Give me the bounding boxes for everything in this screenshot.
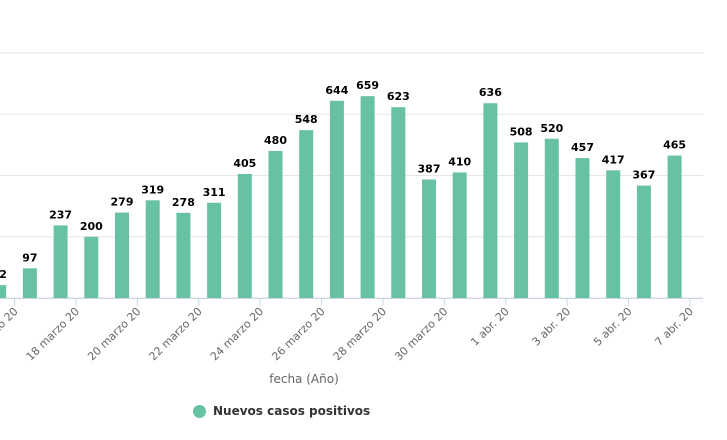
- bar-20-marzo-20[interactable]: [115, 212, 129, 298]
- x-tick-label: 1 abr. 20: [468, 305, 512, 349]
- x-tick-label: 22 marzo 20: [147, 305, 205, 363]
- x-tick-label: 20 marzo 20: [85, 305, 143, 363]
- legend-swatch-icon: [193, 404, 206, 418]
- bar-21-marzo-20[interactable]: [145, 200, 160, 298]
- data-label: 520: [540, 122, 563, 135]
- data-label: 97: [22, 251, 37, 264]
- data-label: 410: [448, 155, 471, 168]
- data-label: 367: [632, 169, 655, 182]
- x-tick-label: 5 abr. 20: [591, 305, 635, 349]
- x-tick-label: 16 marzo 20: [0, 305, 21, 363]
- bar-23-marzo-20[interactable]: [207, 202, 222, 298]
- data-label: 508: [510, 125, 533, 138]
- x-tick-label: 24 marzo 20: [208, 305, 266, 363]
- bar-22-marzo-20[interactable]: [176, 212, 191, 298]
- bar-31-marzo-20[interactable]: [452, 172, 467, 298]
- bar-17-marzo-20[interactable]: [22, 268, 37, 298]
- x-tick-label: 18 marzo 20: [24, 305, 82, 363]
- data-label: 311: [203, 186, 226, 199]
- bar-28-marzo-20[interactable]: [360, 96, 375, 299]
- bar-2-abr-20[interactable]: [514, 142, 529, 298]
- bar-5-abr-20[interactable]: [606, 170, 621, 298]
- bar-27-marzo-20[interactable]: [329, 100, 344, 299]
- bar-29-marzo-20[interactable]: [391, 107, 406, 298]
- data-label: 279: [111, 196, 134, 209]
- bar-18-marzo-20[interactable]: [53, 225, 68, 298]
- bar-24-marzo-20[interactable]: [237, 173, 252, 298]
- grid-lines: [0, 52, 703, 299]
- bar-16-marzo-20[interactable]: [0, 285, 7, 298]
- data-label: 480: [264, 134, 287, 147]
- x-axis-title: fecha (Año): [269, 372, 339, 386]
- data-label: 644: [325, 84, 348, 97]
- bar-1-abr-20[interactable]: [483, 103, 498, 298]
- x-tick-label: 7 abr. 20: [652, 305, 696, 349]
- x-tick-label: 26 marzo 20: [269, 305, 327, 363]
- bar-3-abr-20[interactable]: [544, 138, 559, 298]
- data-label: 548: [295, 113, 318, 126]
- legend-label: Nuevos casos positivos: [213, 404, 371, 418]
- data-label: 387: [418, 162, 441, 175]
- bar-6-abr-20[interactable]: [636, 185, 651, 298]
- data-label: 465: [663, 139, 686, 152]
- bar-7-abr-20[interactable]: [667, 155, 682, 298]
- data-label: 636: [479, 86, 502, 99]
- bar-19-marzo-20[interactable]: [84, 236, 99, 298]
- data-label: 200: [80, 220, 103, 233]
- legend[interactable]: Nuevos casos positivos: [193, 404, 370, 418]
- data-label: 659: [356, 79, 379, 92]
- x-tick-label: 30 marzo 20: [392, 305, 450, 363]
- bar-4-abr-20[interactable]: [575, 158, 590, 298]
- data-label: 319: [141, 183, 164, 196]
- bar-25-marzo-20[interactable]: [268, 151, 283, 298]
- data-label: 42: [0, 268, 7, 281]
- bars-group: [0, 96, 682, 299]
- x-tick-label: 3 abr. 20: [530, 305, 574, 349]
- data-label: 405: [233, 157, 256, 170]
- data-labels-group: 42 97 237 200 279 319 278 311 405 480 548 644 659 623…: [0, 79, 686, 281]
- x-tick-label: 28 marzo 20: [331, 305, 389, 363]
- bar-26-marzo-20[interactable]: [299, 130, 314, 298]
- data-label: 417: [602, 153, 625, 166]
- data-label: 623: [387, 90, 410, 103]
- data-label: 278: [172, 196, 195, 209]
- data-label: 457: [571, 141, 594, 154]
- data-label: 237: [49, 208, 72, 221]
- bar-30-marzo-20[interactable]: [422, 179, 436, 298]
